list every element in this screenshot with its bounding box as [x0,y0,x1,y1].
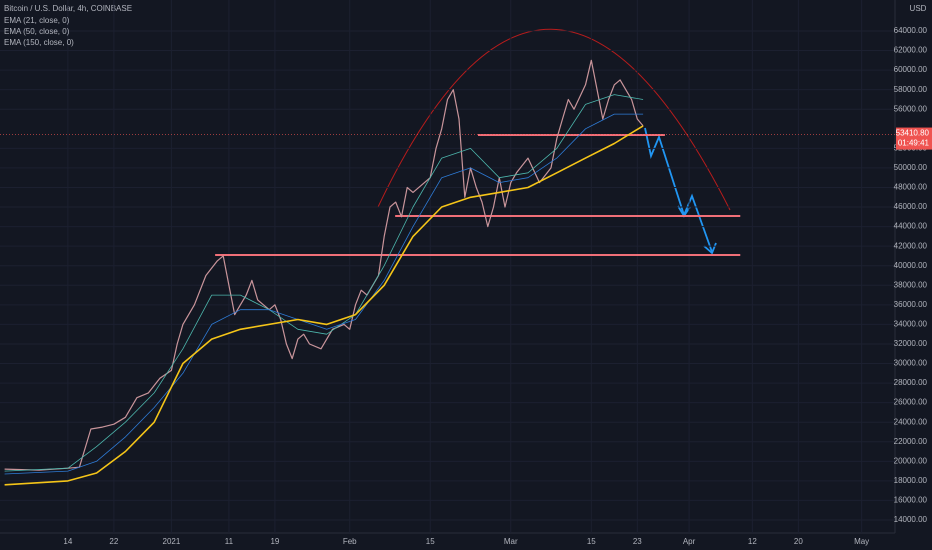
y-tick-label: 18000.00 [894,476,928,485]
y-tick-label: 16000.00 [894,496,928,505]
y-tick-label: 38000.00 [894,280,928,289]
y-tick-label: 24000.00 [894,417,928,426]
x-tick-label: 15 [426,537,435,546]
x-tick-label: 14 [63,537,72,546]
countdown: 01:49:41 [898,139,930,148]
currency: USD [910,4,927,13]
x-tick-label: 11 [225,537,234,546]
y-tick-label: 46000.00 [894,202,928,211]
x-tick-label: 20 [794,537,803,546]
series-line [4,125,644,486]
y-tick-label: 44000.00 [894,222,928,231]
y-tick-label: 20000.00 [894,456,928,465]
y-tick-label: 60000.00 [894,65,928,74]
x-tick-label: 23 [633,537,642,546]
x-tick-label: Feb [343,537,357,546]
y-tick-label: 14000.00 [894,515,928,524]
y-tick-label: 26000.00 [894,398,928,407]
x-tick-label: 12 [748,537,757,546]
legend-entry: EMA (150, close, 0) [4,38,74,47]
legend-entry: EMA (50, close, 0) [4,27,70,36]
legend-entry: EMA (21, close, 0) [4,16,70,25]
y-tick-label: 34000.00 [894,320,928,329]
x-tick-label: 2021 [163,537,181,546]
y-tick-label: 40000.00 [894,261,928,270]
x-tick-label: 15 [587,537,596,546]
price-tag [896,127,932,150]
y-tick-label: 58000.00 [894,85,928,94]
x-tick-label: Mar [504,537,518,546]
x-tick-label: 22 [109,537,118,546]
series-line [4,113,644,475]
x-tick-label: Apr [683,537,696,546]
y-tick-label: 56000.00 [894,104,928,113]
series-line [4,59,644,471]
y-tick-label: 42000.00 [894,241,928,250]
arrow-path [644,127,713,253]
y-tick-label: 32000.00 [894,339,928,348]
y-tick-label: 36000.00 [894,300,928,309]
y-tick-label: 30000.00 [894,359,928,368]
y-tick-label: 62000.00 [894,46,928,55]
x-tick-label: May [854,537,869,546]
y-tick-label: 22000.00 [894,437,928,446]
y-tick-label: 50000.00 [894,163,928,172]
y-tick-label: 28000.00 [894,378,928,387]
y-tick-label: 64000.00 [894,26,928,35]
arc-drawing [377,28,731,211]
y-tick-label: 48000.00 [894,183,928,192]
price-tag-label: 53410.80 [896,129,930,138]
x-tick-label: 19 [270,537,279,546]
